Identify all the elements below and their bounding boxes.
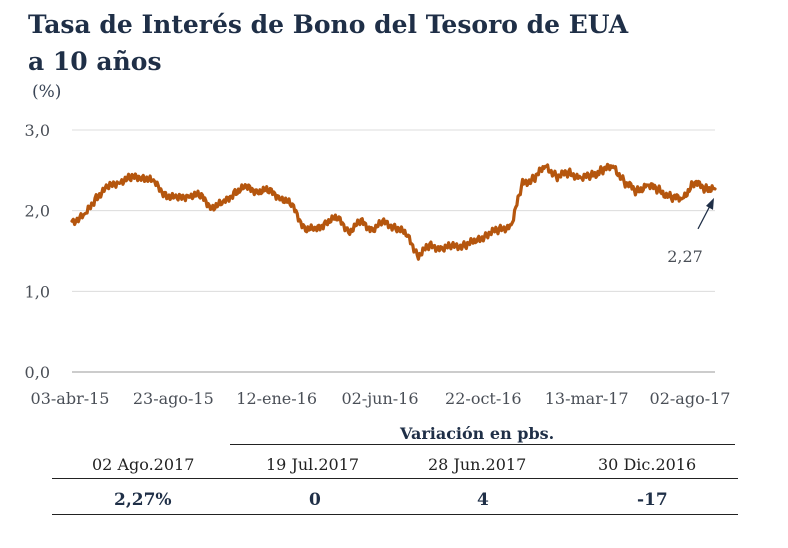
y-tick-label: 3,0 xyxy=(25,121,50,140)
table-header-3: 30 Dic.2016 xyxy=(598,455,697,474)
series-line xyxy=(70,162,717,261)
y-unit-label: (%) xyxy=(32,82,62,102)
y-tick-label: 1,0 xyxy=(25,282,50,301)
table-header-1: 19 Jul.2017 xyxy=(266,455,360,474)
x-tick-label: 02-jun-16 xyxy=(341,389,418,408)
x-tick-label: 12-ene-16 xyxy=(236,389,317,408)
variation-header: Variación en pbs. xyxy=(400,424,555,443)
x-tick-label: 23-ago-15 xyxy=(133,389,214,408)
chart-title-line-1: Tasa de Interés de Bono del Tesoro de EU… xyxy=(28,10,629,39)
table-header-current: 02 Ago.2017 xyxy=(92,455,195,474)
x-tick-label: 03-abr-15 xyxy=(31,389,110,408)
table-header-2: 28 Jun.2017 xyxy=(428,455,527,474)
chart-title-line-2: a 10 años xyxy=(28,47,162,76)
table-value-3: -17 xyxy=(637,490,668,510)
table-value-2: 4 xyxy=(477,490,489,510)
y-tick-label: 0,0 xyxy=(25,363,50,382)
table-value-1: 0 xyxy=(309,490,321,510)
annotation-arrowhead xyxy=(706,197,714,210)
table-value-current: 2,27% xyxy=(114,490,172,510)
annotation-label: 2,27 xyxy=(667,247,703,266)
y-tick-label: 2,0 xyxy=(25,202,50,221)
annotation-arrow-line xyxy=(697,203,712,230)
chart-title: Tasa de Interés de Bono del Tesoro de EU… xyxy=(28,6,628,80)
line-chart: 0,0 1,0 2,0 3,0 03-abr-15 23-ago-15 12-ene-16 0… xyxy=(25,121,731,408)
table-line-variation xyxy=(230,444,735,445)
x-tick-label: 02-ago-17 xyxy=(650,389,731,408)
x-tick-label: 13-mar-17 xyxy=(545,389,629,408)
table-line-header xyxy=(52,478,738,479)
x-tick-label: 22-oct-16 xyxy=(445,389,522,408)
table-line-bottom xyxy=(52,514,738,515)
